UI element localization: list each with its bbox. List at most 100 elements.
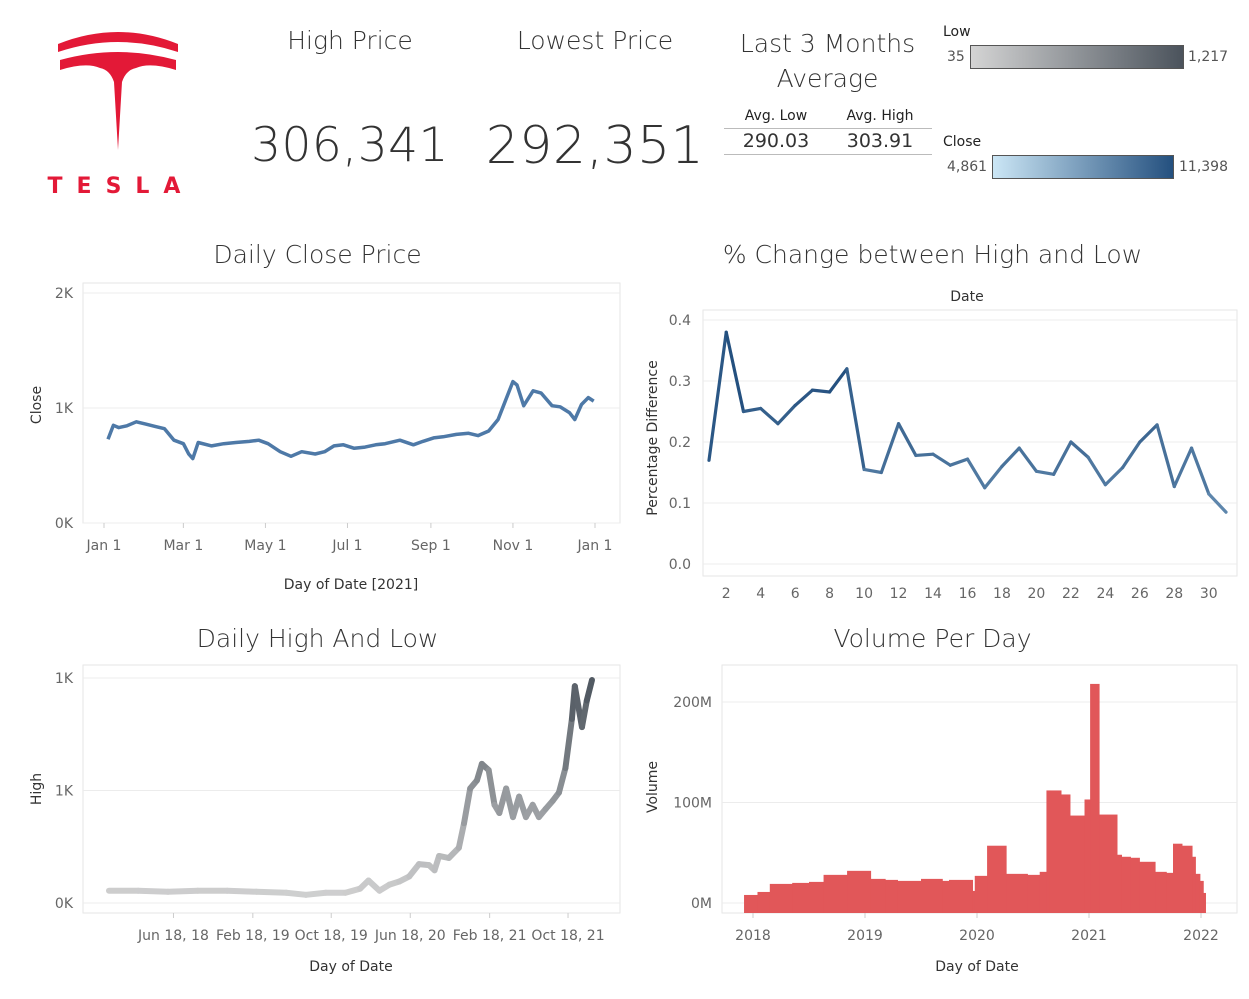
- volume-bar: [809, 881, 825, 913]
- volume-bar: [1006, 873, 1028, 913]
- close-legend-max: 11,398: [1179, 159, 1228, 175]
- volume-bar: [942, 880, 950, 913]
- close-x-tick-label: Jul 1: [331, 538, 362, 554]
- pct-series-segment: [724, 330, 746, 414]
- hl-y-tick-label: 0K: [55, 896, 74, 912]
- pct-series-segment: [793, 388, 814, 408]
- volume-bar: [1195, 873, 1201, 913]
- avg-high-value: 303.91: [846, 130, 914, 152]
- volume-bar: [1166, 872, 1174, 913]
- pct-series-segment: [1086, 455, 1107, 487]
- hl-series-segment: [555, 765, 569, 796]
- hl-series-segment: [578, 697, 590, 731]
- low-legend-gradient: [970, 45, 1184, 69]
- volume-bar: [1130, 857, 1140, 913]
- volume-bar: [1049, 790, 1062, 913]
- volume-bar: [1084, 799, 1091, 913]
- close-legend-title: Close: [943, 134, 982, 150]
- hl-series-segment: [224, 887, 260, 895]
- avg-title: Last 3 Months Average: [725, 26, 930, 96]
- pct-series-segment: [828, 367, 849, 394]
- hl-x-tick-label: Jun 18, 18: [137, 928, 209, 944]
- volume-bar: [757, 891, 771, 913]
- hl-series-segment: [461, 785, 474, 827]
- pct-x-tick-label: 10: [855, 586, 873, 602]
- high-price-value: 306,341: [251, 118, 449, 173]
- hl-y-tick-label: 1K: [55, 784, 74, 800]
- avg-title-line2: Average: [776, 64, 879, 93]
- pct-x-tick-label: 16: [959, 586, 977, 602]
- pct-series-segment: [896, 422, 918, 458]
- pct-series-segment: [1121, 440, 1142, 470]
- volume-bar: [885, 879, 898, 913]
- close-legend-gradient: [992, 155, 1174, 179]
- hl-plot-frame: [82, 664, 621, 914]
- volume-bar: [1173, 843, 1183, 913]
- volume-bar: [823, 874, 848, 913]
- pct-y-tick-label: 0.3: [669, 374, 691, 390]
- highlow-y-axis-label: High: [29, 773, 45, 805]
- pct-series-segment: [1103, 466, 1125, 487]
- pct-series-segment: [965, 457, 987, 490]
- pct-series-segment: [862, 467, 883, 475]
- volume-bar: [769, 883, 793, 913]
- volume-chart-title: Volume Per Day: [833, 624, 1032, 653]
- pct-series-segment: [931, 452, 952, 467]
- volume-bar: [1099, 814, 1118, 913]
- pct-chart-title: % Change between High and Low: [722, 240, 1143, 269]
- pct-series-segment: [776, 403, 797, 426]
- avg-title-line1: Last 3 Months: [739, 29, 916, 58]
- hl-series-segment: [455, 820, 468, 851]
- low-legend-max: 1,217: [1188, 49, 1229, 65]
- volume-bar: [1039, 871, 1047, 913]
- pct-x-axis-title: Date: [950, 289, 983, 305]
- lowest-price-value: 292,351: [485, 116, 705, 176]
- pct-x-tick-label: 4: [756, 586, 765, 602]
- close-x-axis-label: Day of Date [2021]: [284, 577, 419, 593]
- volume-bar: [921, 878, 943, 913]
- hl-series-segment: [302, 889, 329, 898]
- volume-bar: [987, 845, 1007, 913]
- volume-bar: [1027, 874, 1041, 913]
- close-x-tick-label: Mar 1: [163, 538, 203, 554]
- volume-bar: [1069, 815, 1086, 913]
- close-y-tick-label: 0K: [55, 516, 74, 532]
- close-x-tick-label: Sep 1: [411, 538, 451, 554]
- pct-x-tick-label: 6: [791, 586, 800, 602]
- close-plot-frame: [82, 282, 621, 524]
- close-x-tick-label: May 1: [244, 538, 286, 554]
- hl-x-tick-label: Feb 18, 19: [216, 928, 290, 944]
- pct-series-segment: [759, 406, 780, 426]
- pct-series-segment: [810, 388, 832, 394]
- avg-low-label: Avg. Low: [744, 108, 808, 124]
- volume-bar: [897, 880, 922, 913]
- pct-series-segment: [707, 330, 728, 462]
- pct-series-segment: [914, 452, 935, 458]
- hl-series-segment: [253, 888, 290, 896]
- close-chart: Close Day of Date [2021] 0K 1K 2K Jan 1 Mar …: [29, 282, 621, 593]
- close-chart-title: Daily Close Price: [213, 240, 422, 269]
- volume-bar: [1203, 892, 1206, 913]
- hl-series-segment: [562, 715, 575, 771]
- volume-bar: [1192, 856, 1196, 913]
- volume-chart: Volume Day of Date 0M 100M 200M 2018 2019 202…: [645, 664, 1238, 975]
- pct-x-tick-label: 18: [993, 586, 1011, 602]
- pct-x-tick-label: 24: [1096, 586, 1114, 602]
- hl-series-segment: [485, 767, 498, 808]
- volume-bar: [1061, 794, 1071, 913]
- close-x-tick-label: Jan 1: [86, 538, 122, 554]
- pct-x-tick-label: 12: [890, 586, 908, 602]
- pct-series-segment: [845, 367, 866, 472]
- hl-series-segment: [164, 887, 201, 895]
- volume-x-tick-label: 2021: [1071, 928, 1107, 944]
- pct-x-tick-label: 28: [1165, 586, 1183, 602]
- volume-bar: [792, 882, 810, 913]
- close-y-axis-label: Close: [29, 386, 45, 424]
- pct-series-segment: [1172, 446, 1194, 489]
- low-legend-title: Low: [943, 24, 971, 40]
- volume-x-tick-label: 2020: [959, 928, 995, 944]
- hl-x-tick-label: Jun 18, 20: [374, 928, 446, 944]
- pct-series-segment: [1207, 492, 1228, 514]
- lowest-price-title: Lowest Price: [516, 26, 674, 55]
- volume-bar: [972, 890, 976, 913]
